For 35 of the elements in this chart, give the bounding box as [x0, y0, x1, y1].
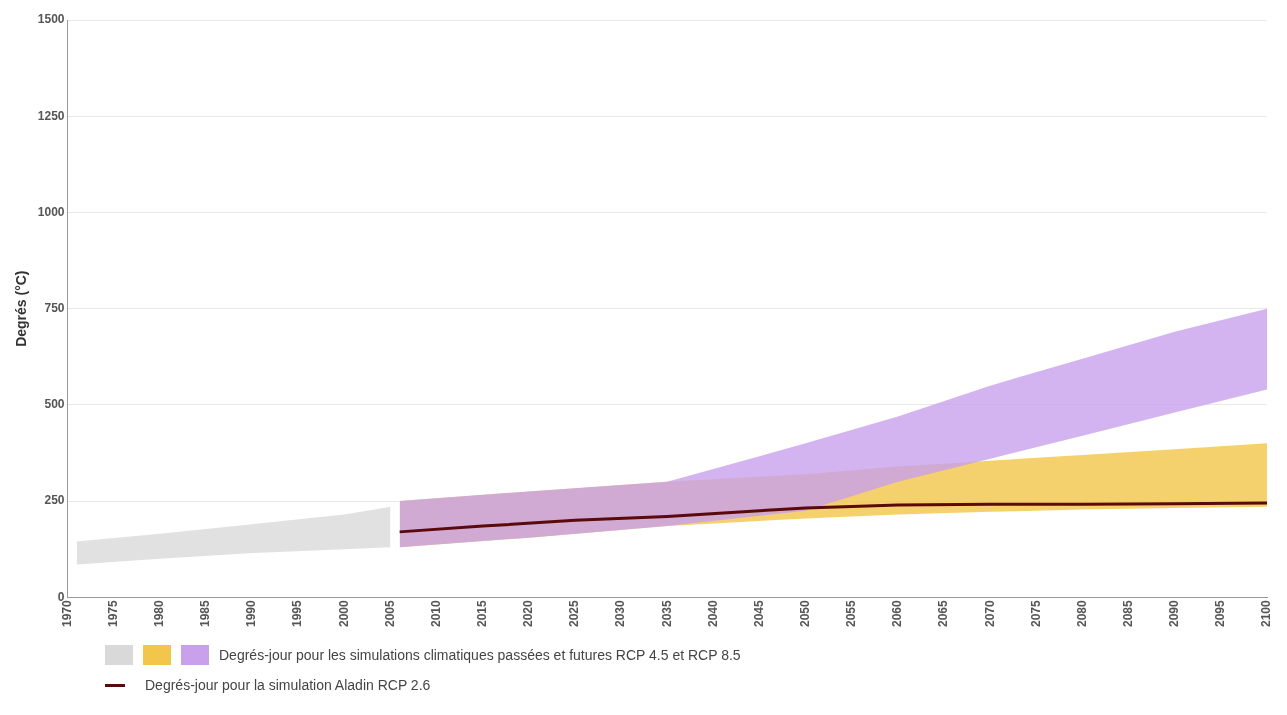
x-tick-label: 2045 [751, 599, 766, 628]
x-tick-label: 2070 [982, 599, 997, 628]
x-tick-label: 2080 [1074, 599, 1089, 628]
y-axis-title: Degrés (°C) [13, 270, 30, 347]
x-tick-label: 2075 [1028, 599, 1043, 628]
x-tick-label: 2010 [428, 599, 443, 628]
y-tick-label: 250 [44, 493, 65, 508]
y-tick-label: 1000 [37, 204, 65, 219]
y-tick-label: 1500 [37, 12, 65, 27]
legend-label: Degrés-jour pour la simulation Aladin RCP 2.6 [145, 677, 431, 693]
x-tick-label: 2025 [567, 599, 582, 628]
x-tick-label: 2100 [1259, 599, 1274, 628]
y-tick-label: 1250 [37, 108, 65, 123]
x-tick-label: 2050 [797, 599, 812, 628]
x-tick-label: 2090 [1167, 599, 1182, 628]
x-tick-label: 2005 [382, 599, 397, 628]
x-tick-label: 2060 [890, 599, 905, 628]
legend-label: Degrés-jour pour les simulations climatiques passées et futures RCP 4.5 et RCP 8.5 [219, 647, 741, 663]
x-tick-label: 2055 [844, 599, 859, 628]
x-tick-label: 2065 [936, 599, 951, 628]
x-tick-label: 2085 [1120, 599, 1135, 628]
x-tick-label: 2035 [659, 599, 674, 628]
x-tick-label: 1995 [290, 599, 305, 628]
x-tick-label: 1990 [244, 599, 259, 628]
y-tick-label: 750 [44, 300, 65, 315]
x-tick-label: 2015 [475, 599, 490, 628]
x-tick-label: 2000 [336, 599, 351, 628]
x-tick-label: 1980 [152, 599, 167, 628]
x-tick-label: 2040 [705, 599, 720, 628]
x-tick-label: 1975 [105, 599, 120, 628]
y-tick-label: 500 [44, 397, 65, 412]
x-tick-label: 2095 [1213, 599, 1228, 628]
x-tick-label: 1985 [198, 599, 213, 628]
x-tick-label: 2020 [521, 599, 536, 628]
x-tick-label: 2030 [613, 599, 628, 628]
